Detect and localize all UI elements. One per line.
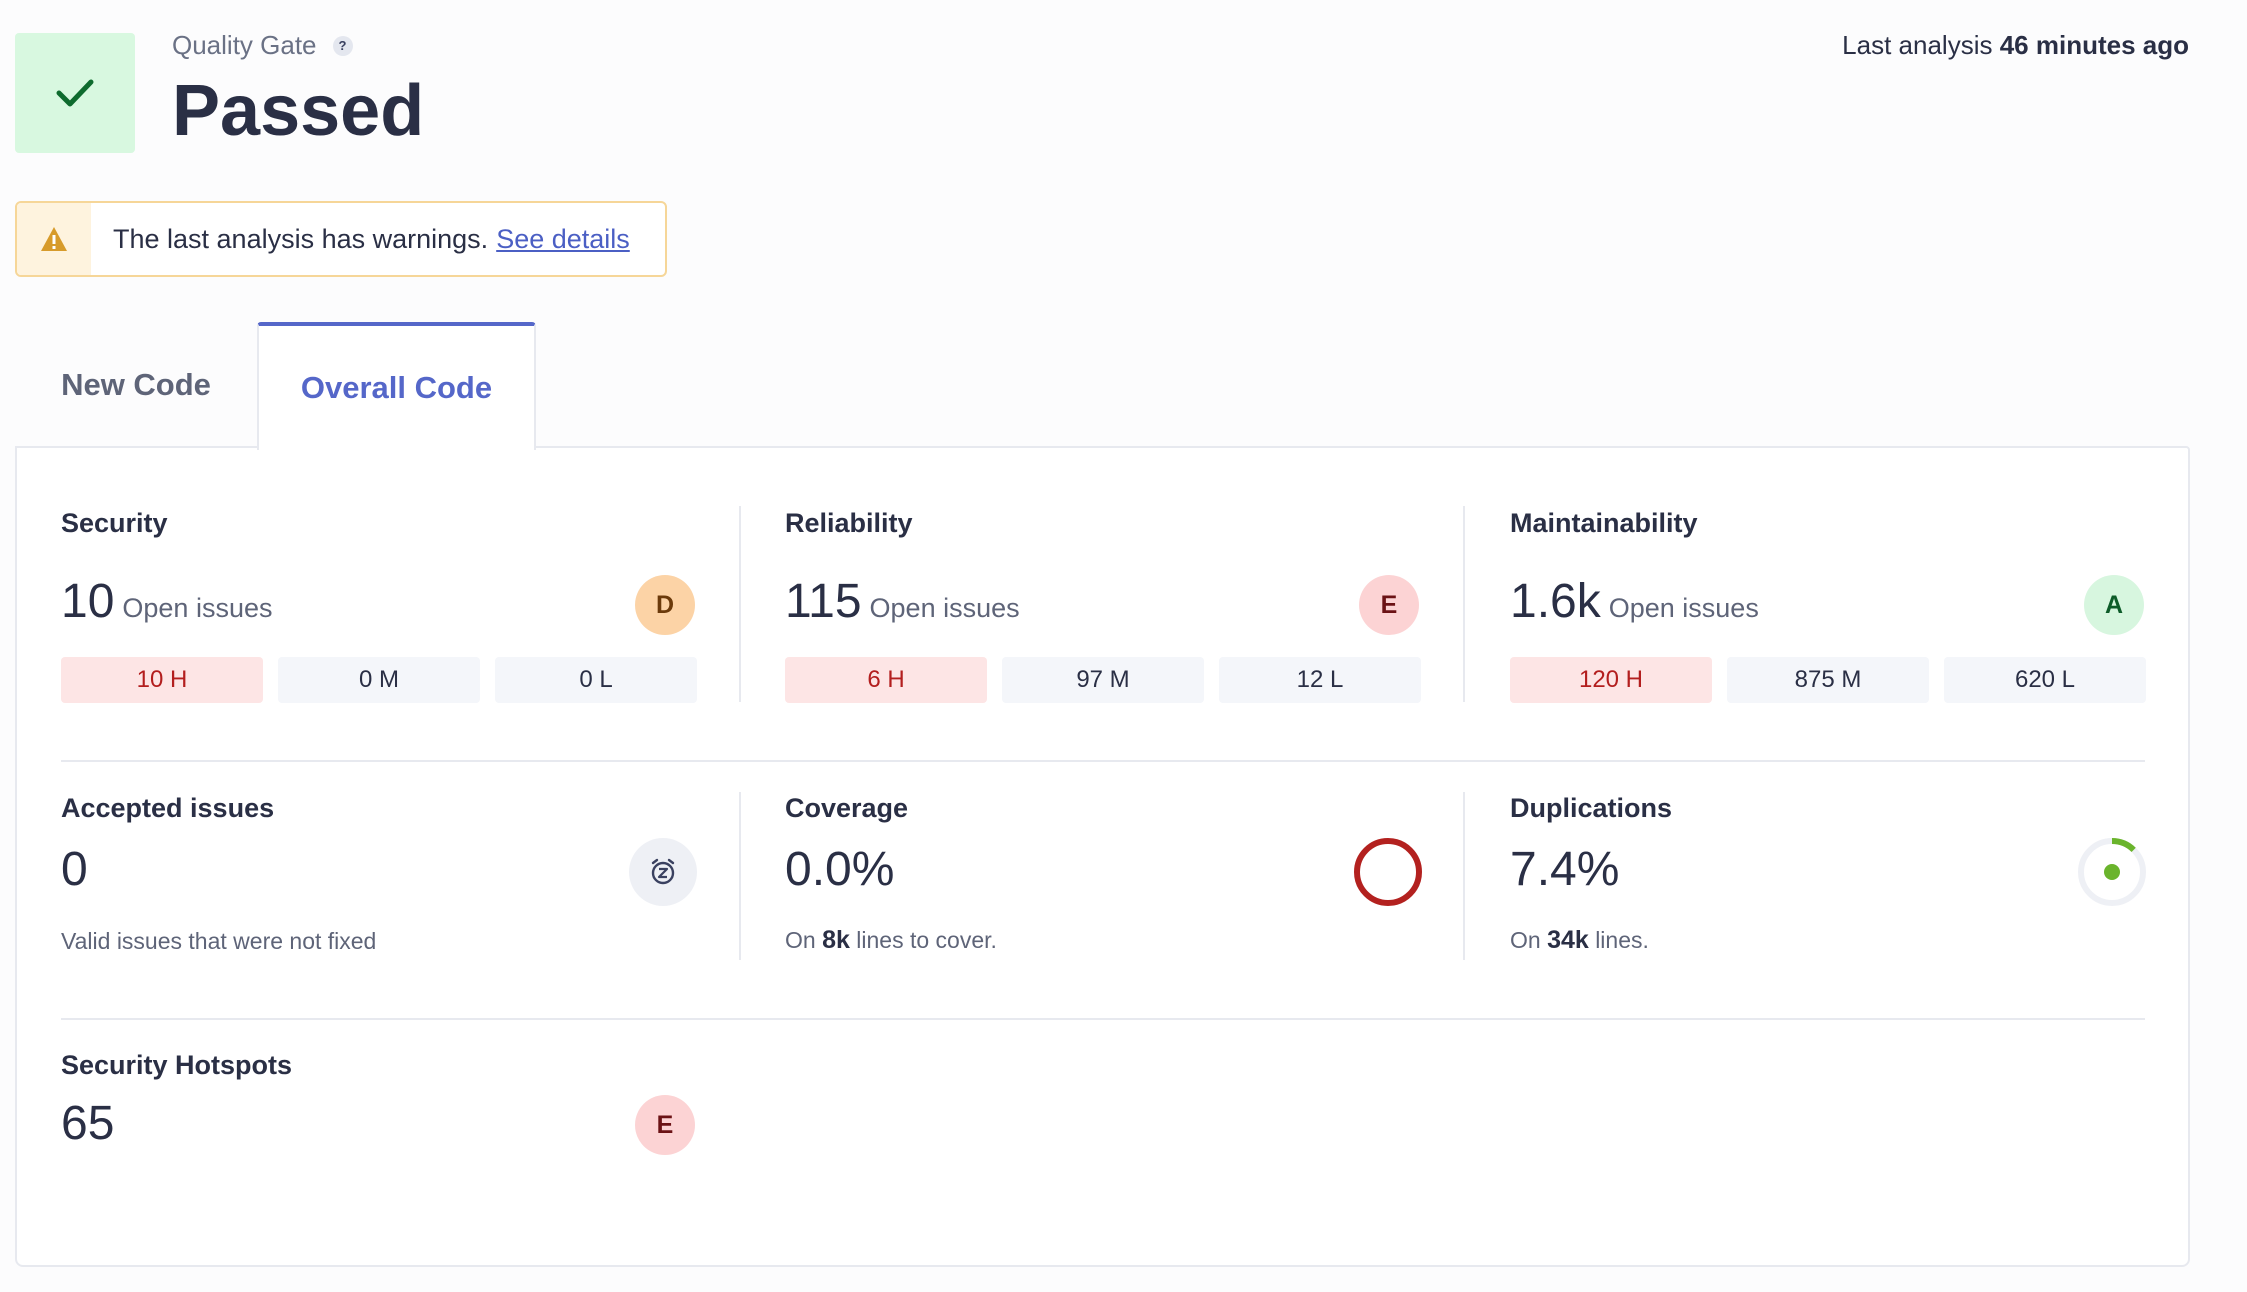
- warning-text: The last analysis has warnings. See detai…: [113, 224, 630, 255]
- security-value-row[interactable]: 10 Open issues: [61, 574, 272, 636]
- accepted-issues-value-row[interactable]: 0: [61, 842, 88, 898]
- divider: [1463, 506, 1465, 702]
- row-divider: [61, 1018, 2145, 1020]
- reliability-value[interactable]: 115: [785, 575, 862, 628]
- duplications-metric: Duplications: [1510, 793, 1672, 824]
- quality-gate-title: Quality Gate: [172, 30, 317, 60]
- security-high-chip[interactable]: 10 H: [61, 657, 263, 703]
- duplications-sub: On 34k lines.: [1510, 926, 1649, 955]
- duplications-lines[interactable]: 34k: [1547, 926, 1589, 954]
- security-unit: Open issues: [122, 593, 273, 623]
- reliability-value-row[interactable]: 115 Open issues: [785, 574, 1020, 636]
- security-hotspots-title: Security Hotspots: [61, 1050, 293, 1080]
- security-title: Security: [61, 508, 168, 538]
- maintainability-value[interactable]: 1.6k: [1510, 575, 1601, 628]
- coverage-sub: On 8k lines to cover.: [785, 926, 997, 955]
- coverage-sub-prefix: On: [785, 927, 816, 953]
- reliability-low-chip[interactable]: 12 L: [1219, 657, 1421, 703]
- coverage-value-row[interactable]: 0.0%: [785, 842, 894, 898]
- duplications-value[interactable]: 7.4%: [1510, 843, 1620, 896]
- duplications-sub-prefix: On: [1510, 927, 1541, 953]
- coverage-value[interactable]: 0.0%: [785, 843, 895, 896]
- divider: [739, 792, 741, 960]
- accepted-issues-title: Accepted issues: [61, 793, 275, 823]
- last-analysis-prefix: Last analysis: [1842, 30, 1993, 60]
- reliability-high-chip[interactable]: 6 H: [785, 657, 987, 703]
- metrics-card: Security 10 Open issues D 10 H 0 M 0 L Re…: [15, 446, 2190, 1267]
- accepted-issues-value[interactable]: 0: [61, 843, 88, 896]
- maintainability-high-chip[interactable]: 120 H: [1510, 657, 1712, 703]
- coverage-ring-icon[interactable]: [1352, 836, 1424, 908]
- coverage-metric: Coverage: [785, 793, 908, 824]
- duplications-sub-suffix: lines.: [1595, 927, 1649, 953]
- reliability-medium-chip[interactable]: 97 M: [1002, 657, 1204, 703]
- accepted-issues-sub: Valid issues that were not fixed: [61, 928, 376, 955]
- divider: [739, 506, 741, 702]
- see-details-link[interactable]: See details: [496, 223, 630, 254]
- coverage-sub-suffix: lines to cover.: [856, 927, 997, 953]
- maintainability-medium-chip[interactable]: 875 M: [1727, 657, 1929, 703]
- reliability-rating-badge[interactable]: E: [1359, 575, 1419, 635]
- maintainability-value-row[interactable]: 1.6k Open issues: [1510, 574, 1759, 636]
- help-icon[interactable]: ?: [332, 35, 353, 56]
- security-value[interactable]: 10: [61, 575, 115, 628]
- tab-overall-code[interactable]: Overall Code: [257, 322, 536, 450]
- maintainability-metric: Maintainability: [1510, 508, 1698, 539]
- quality-gate-status: Passed: [172, 71, 425, 151]
- snooze-clock-icon: [651, 858, 675, 885]
- accepted-issues-description: Valid issues that were not fixed: [61, 928, 377, 954]
- maintainability-title: Maintainability: [1510, 508, 1698, 538]
- security-metric: Security: [61, 508, 168, 539]
- security-hotspots-metric: Security Hotspots: [61, 1050, 292, 1081]
- security-rating-badge[interactable]: D: [635, 575, 695, 635]
- maintainability-severity-row: 120 H 875 M 620 L: [1510, 657, 2146, 703]
- quality-gate-label: Quality Gate ?: [172, 30, 353, 61]
- reliability-severity-row: 6 H 97 M 12 L: [785, 657, 1421, 703]
- reliability-metric: Reliability: [785, 508, 913, 539]
- maintainability-low-chip[interactable]: 620 L: [1944, 657, 2146, 703]
- accepted-issues-metric: Accepted issues: [61, 793, 274, 824]
- duplications-value-row[interactable]: 7.4%: [1510, 842, 1619, 898]
- reliability-title: Reliability: [785, 508, 913, 538]
- warning-message: The last analysis has warnings.: [113, 223, 489, 254]
- security-hotspots-value-row[interactable]: 65: [61, 1096, 114, 1152]
- duplications-ring-icon[interactable]: [2076, 836, 2148, 908]
- last-analysis-time: 46 minutes ago: [1999, 30, 2189, 60]
- divider: [1463, 792, 1465, 960]
- quality-gate-status-box: [15, 33, 135, 153]
- maintainability-rating-badge[interactable]: A: [2084, 575, 2144, 635]
- security-severity-row: 10 H 0 M 0 L: [61, 657, 697, 703]
- analysis-warning-banner: The last analysis has warnings. See detai…: [15, 201, 667, 277]
- security-hotspots-rating-badge[interactable]: E: [635, 1095, 695, 1155]
- security-hotspots-value[interactable]: 65: [61, 1097, 115, 1150]
- reliability-unit: Open issues: [869, 593, 1020, 623]
- tab-new-code[interactable]: New Code: [61, 367, 211, 402]
- security-low-chip[interactable]: 0 L: [495, 657, 697, 703]
- snooze-clock-icon-circle: [629, 838, 697, 906]
- check-icon: [56, 79, 94, 107]
- warning-icon: [41, 227, 67, 251]
- warning-icon-box: [17, 203, 91, 275]
- coverage-title: Coverage: [785, 793, 909, 823]
- security-medium-chip[interactable]: 0 M: [278, 657, 480, 703]
- row-divider: [61, 760, 2145, 762]
- maintainability-unit: Open issues: [1608, 593, 1759, 623]
- duplications-title: Duplications: [1510, 793, 1673, 823]
- coverage-lines[interactable]: 8k: [822, 926, 850, 954]
- last-analysis: Last analysis 46 minutes ago: [1842, 30, 2189, 61]
